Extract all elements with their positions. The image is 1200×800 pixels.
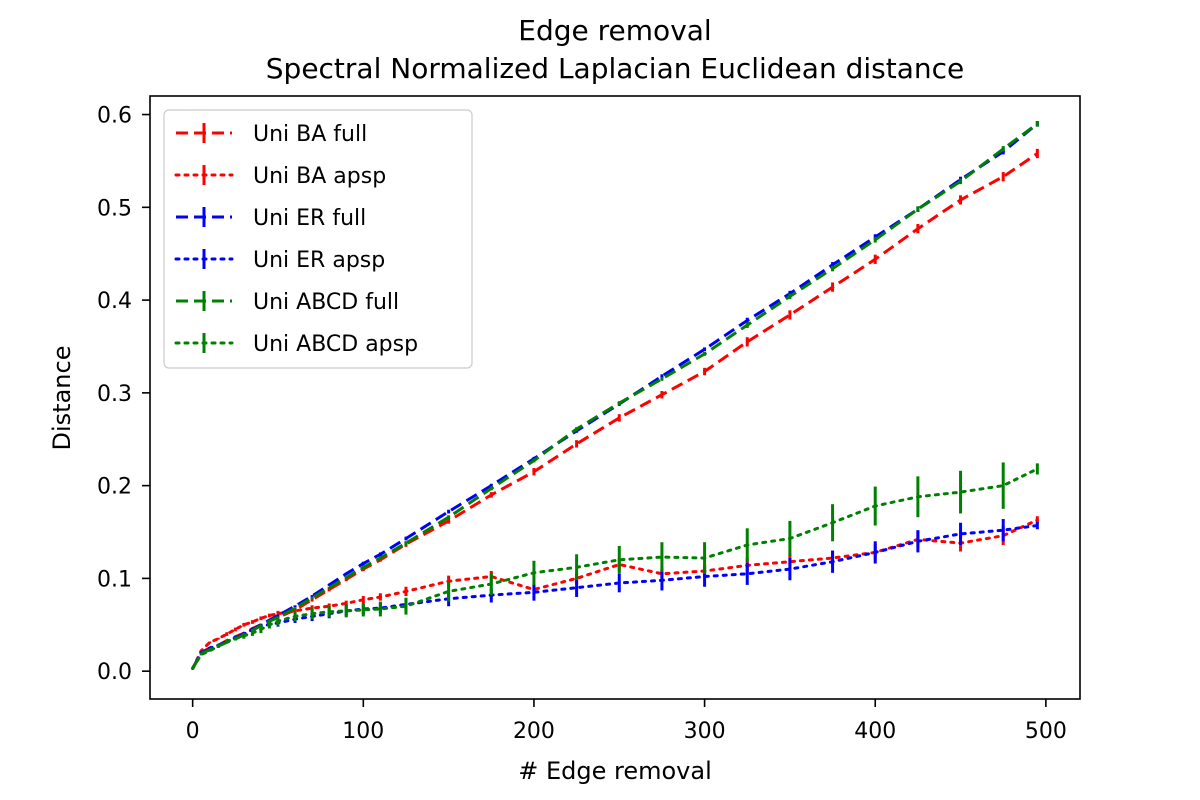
legend-item: Uni BA apsp [174,164,386,189]
y-tick-label: 0.2 [97,475,132,500]
chart-subtitle: Spectral Normalized Laplacian Euclidean … [266,52,964,85]
y-tick-label: 0.4 [97,289,132,314]
x-tick-label: 200 [513,719,555,744]
legend-item: Uni ABCD full [176,290,399,315]
chart-title: Edge removal [518,14,711,47]
x-axis-label: # Edge removal [518,757,712,785]
x-tick-label: 300 [684,719,726,744]
x-tick-label: 100 [342,719,384,744]
legend-label: Uni ABCD apsp [253,332,418,357]
y-tick-label: 0.3 [97,382,132,407]
y-tick-label: 0.6 [97,104,132,129]
x-tick-label: 500 [1025,719,1067,744]
legend-item: Uni ABCD apsp [174,332,418,357]
legend-box [163,109,473,369]
legend-item: Uni ER full [176,206,366,231]
y-tick-label: 0.5 [97,196,132,221]
y-axis: 0.0 0.1 0.2 0.3 0.4 0.5 0.6 [97,104,150,685]
series-line [191,467,1039,670]
legend-label: Uni BA apsp [253,164,386,189]
series-5 [191,462,1039,670]
y-axis-label: Distance [48,346,76,451]
x-axis: 0 100 200 300 400 500 [186,699,1067,744]
y-tick-label: 0.1 [97,567,132,592]
plot-area-frame [149,95,1081,700]
legend-item: Uni BA full [176,122,367,147]
legend-item: Uni ER apsp [174,248,385,273]
x-tick-label: 400 [854,719,896,744]
x-tick-label: 0 [186,719,200,744]
legend-label: Uni ER full [253,206,366,231]
legend: Uni BA full Uni BA apsp Uni ER full Uni ER … [163,109,473,369]
legend-label: Uni ABCD full [253,290,399,315]
series-layer [191,121,1039,670]
y-tick-label: 0.0 [97,660,132,685]
legend-label: Uni BA full [253,122,367,147]
legend-label: Uni ER apsp [253,248,385,273]
